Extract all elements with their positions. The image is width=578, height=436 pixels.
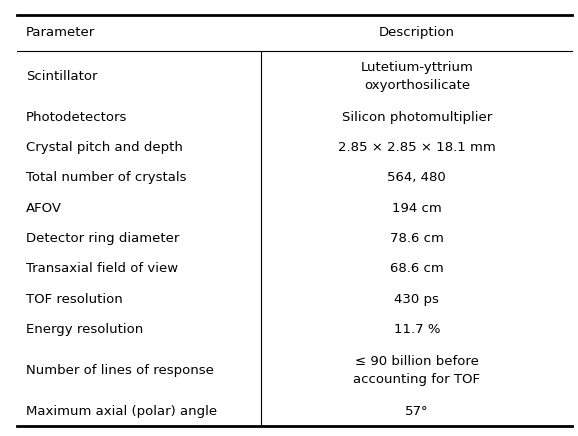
Text: Energy resolution: Energy resolution xyxy=(26,323,143,336)
Text: 2.85 × 2.85 × 18.1 mm: 2.85 × 2.85 × 18.1 mm xyxy=(338,141,496,154)
Text: 78.6 cm: 78.6 cm xyxy=(390,232,444,245)
Text: Scintillator: Scintillator xyxy=(26,70,98,83)
Text: Transaxial field of view: Transaxial field of view xyxy=(26,262,178,275)
Text: ≤ 90 billion before
accounting for TOF: ≤ 90 billion before accounting for TOF xyxy=(353,355,480,386)
Text: Photodetectors: Photodetectors xyxy=(26,111,127,123)
Text: Description: Description xyxy=(379,27,455,39)
Text: 57°: 57° xyxy=(405,405,429,418)
Text: 430 ps: 430 ps xyxy=(394,293,439,306)
Text: Maximum axial (polar) angle: Maximum axial (polar) angle xyxy=(26,405,217,418)
Text: Parameter: Parameter xyxy=(26,27,95,39)
Text: AFOV: AFOV xyxy=(26,201,62,215)
Text: 564, 480: 564, 480 xyxy=(387,171,446,184)
Text: TOF resolution: TOF resolution xyxy=(26,293,123,306)
Text: Lutetium-yttrium
oxyorthosilicate: Lutetium-yttrium oxyorthosilicate xyxy=(361,61,473,92)
Text: Total number of crystals: Total number of crystals xyxy=(26,171,187,184)
Text: 11.7 %: 11.7 % xyxy=(394,323,440,336)
Text: Silicon photomultiplier: Silicon photomultiplier xyxy=(342,111,492,123)
Text: Detector ring diameter: Detector ring diameter xyxy=(26,232,179,245)
Text: Crystal pitch and depth: Crystal pitch and depth xyxy=(26,141,183,154)
Text: 68.6 cm: 68.6 cm xyxy=(390,262,444,275)
Text: Number of lines of response: Number of lines of response xyxy=(26,364,214,377)
Text: 194 cm: 194 cm xyxy=(392,201,442,215)
